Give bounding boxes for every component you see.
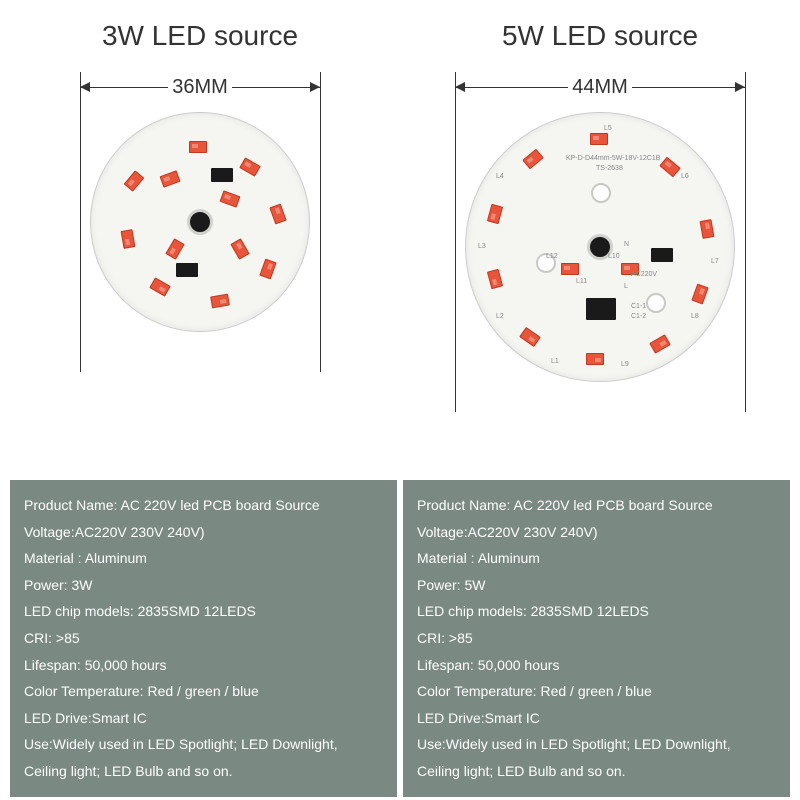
dimension-5w: 44MM KP-D-D44mm-5W-18V-12C1B TS-2638 AC220…	[400, 72, 800, 382]
led-chip	[189, 141, 207, 153]
spec-line: Power: 3W	[24, 572, 383, 599]
mount-hole-icon	[591, 183, 611, 203]
pcb-silkscreen-label: L7	[711, 258, 719, 265]
pcb-board-5w: KP-D-D44mm-5W-18V-12C1B TS-2638 AC220V L5 L6…	[465, 112, 735, 382]
pcb-silkscreen-label: L5	[604, 125, 612, 132]
pcb-silkscreen-label: L	[624, 283, 628, 290]
pcb-container-3w	[90, 112, 310, 332]
arrow-left-icon	[455, 82, 465, 92]
dim-line-5w: 44MM	[455, 72, 745, 102]
product-3w: 3W LED source 36MM	[0, 20, 400, 460]
pcb-silkscreen-label: L2	[496, 313, 504, 320]
led-chip	[269, 203, 286, 224]
led-chip	[149, 277, 171, 296]
led-chip	[590, 133, 608, 145]
led-chip	[219, 190, 240, 207]
dim-bracket-right	[320, 72, 321, 372]
led-chip	[210, 294, 230, 309]
ic-chip	[211, 168, 233, 182]
pcb-silkscreen-label: L8	[691, 313, 699, 320]
dim-bracket-left	[80, 72, 81, 372]
mount-hole-icon	[646, 293, 666, 313]
spec-line: Color Temperature: Red / green / blue	[417, 678, 776, 705]
dimension-3w: 36MM	[0, 72, 400, 332]
led-chip	[159, 170, 180, 187]
ic-chip	[651, 248, 673, 262]
arrow-right-icon	[735, 82, 745, 92]
led-chip	[239, 157, 261, 176]
led-chip	[691, 283, 708, 304]
spec-line: Color Temperature: Red / green / blue	[24, 678, 383, 705]
spec-line: Use:Widely used in LED Spotlight; LED Do…	[24, 731, 383, 758]
pcb-silkscreen-label: L3	[478, 243, 486, 250]
led-chip	[124, 170, 145, 192]
spec-box-5w: Product Name: AC 220V led PCB board Sour…	[403, 480, 790, 797]
arrow-left-icon	[80, 82, 90, 92]
pcb-silkscreen-label: TS-2638	[596, 165, 623, 172]
spec-line: Product Name: AC 220V led PCB board Sour…	[417, 492, 776, 519]
led-chip	[700, 219, 715, 239]
pcb-silkscreen-label: L6	[681, 173, 689, 180]
pcb-container-5w: KP-D-D44mm-5W-18V-12C1B TS-2638 AC220V L5 L6…	[465, 112, 735, 382]
pcb-silkscreen-label: KP-D-D44mm-5W-18V-12C1B	[566, 155, 660, 162]
spec-line: Ceiling light; LED Bulb and so on.	[417, 758, 776, 785]
pcb-silkscreen-label: L4	[496, 173, 504, 180]
spec-line: Lifespan: 50,000 hours	[417, 652, 776, 679]
center-hole-icon	[187, 209, 213, 235]
led-chip	[586, 353, 604, 365]
led-chip	[659, 157, 681, 178]
spec-line: LED chip models: 2835SMD 12LEDS	[417, 598, 776, 625]
led-chip	[165, 238, 184, 260]
spec-line: LED Drive:Smart IC	[24, 705, 383, 732]
spec-line: Voltage:AC220V 230V 240V)	[24, 519, 383, 546]
dim-bracket-right	[745, 72, 746, 412]
led-chip	[487, 269, 503, 289]
led-chip	[522, 149, 544, 170]
pcb-board-3w	[90, 112, 310, 332]
dim-bracket-left	[455, 72, 456, 412]
pcb-silkscreen-label: L1	[551, 358, 559, 365]
spec-line: Power: 5W	[417, 572, 776, 599]
led-chip	[649, 334, 671, 353]
spec-line: Material : Aluminum	[24, 545, 383, 572]
spec-line: Ceiling light; LED Bulb and so on.	[24, 758, 383, 785]
title-3w: 3W LED source	[102, 20, 298, 52]
product-comparison-top: 3W LED source 36MM 5W LED source	[0, 0, 800, 480]
product-5w: 5W LED source 44MM KP-D-D44mm-5W-18V-12C…	[400, 20, 800, 460]
ic-chip	[176, 263, 198, 277]
dim-line-3w: 36MM	[80, 72, 320, 102]
led-chip	[230, 238, 249, 260]
spec-line: Voltage:AC220V 230V 240V)	[417, 519, 776, 546]
ic-chip	[586, 298, 616, 320]
spec-line: Product Name: AC 220V led PCB board Sour…	[24, 492, 383, 519]
pcb-silkscreen-label: L10	[608, 253, 620, 260]
pcb-silkscreen-label: L9	[621, 361, 629, 368]
led-chip	[487, 204, 503, 224]
led-chip	[561, 263, 579, 275]
spec-line: Use:Widely used in LED Spotlight; LED Do…	[417, 731, 776, 758]
spec-line: Material : Aluminum	[417, 545, 776, 572]
led-chip	[519, 327, 541, 347]
spec-box-3w: Product Name: AC 220V led PCB board Sour…	[10, 480, 397, 797]
pcb-silkscreen-label: L12	[546, 253, 558, 260]
title-5w: 5W LED source	[502, 20, 698, 52]
spec-section: Product Name: AC 220V led PCB board Sour…	[0, 480, 800, 797]
spec-line: LED chip models: 2835SMD 12LEDS	[24, 598, 383, 625]
spec-line: LED Drive:Smart IC	[417, 705, 776, 732]
arrow-right-icon	[310, 82, 320, 92]
spec-line: Lifespan: 50,000 hours	[24, 652, 383, 679]
spec-line: CRI: >85	[417, 625, 776, 652]
pcb-silkscreen-label: C1-2	[631, 313, 646, 320]
led-chip	[259, 258, 276, 279]
pcb-silkscreen-label: C1-1	[631, 303, 646, 310]
diameter-label-5w: 44MM	[568, 76, 632, 99]
pcb-silkscreen-label: L11	[576, 278, 587, 285]
pcb-silkscreen-label: AC220V	[631, 271, 657, 278]
spec-line: CRI: >85	[24, 625, 383, 652]
diameter-label-3w: 36MM	[168, 76, 232, 99]
led-chip	[121, 229, 136, 249]
pcb-silkscreen-label: N	[624, 241, 629, 248]
